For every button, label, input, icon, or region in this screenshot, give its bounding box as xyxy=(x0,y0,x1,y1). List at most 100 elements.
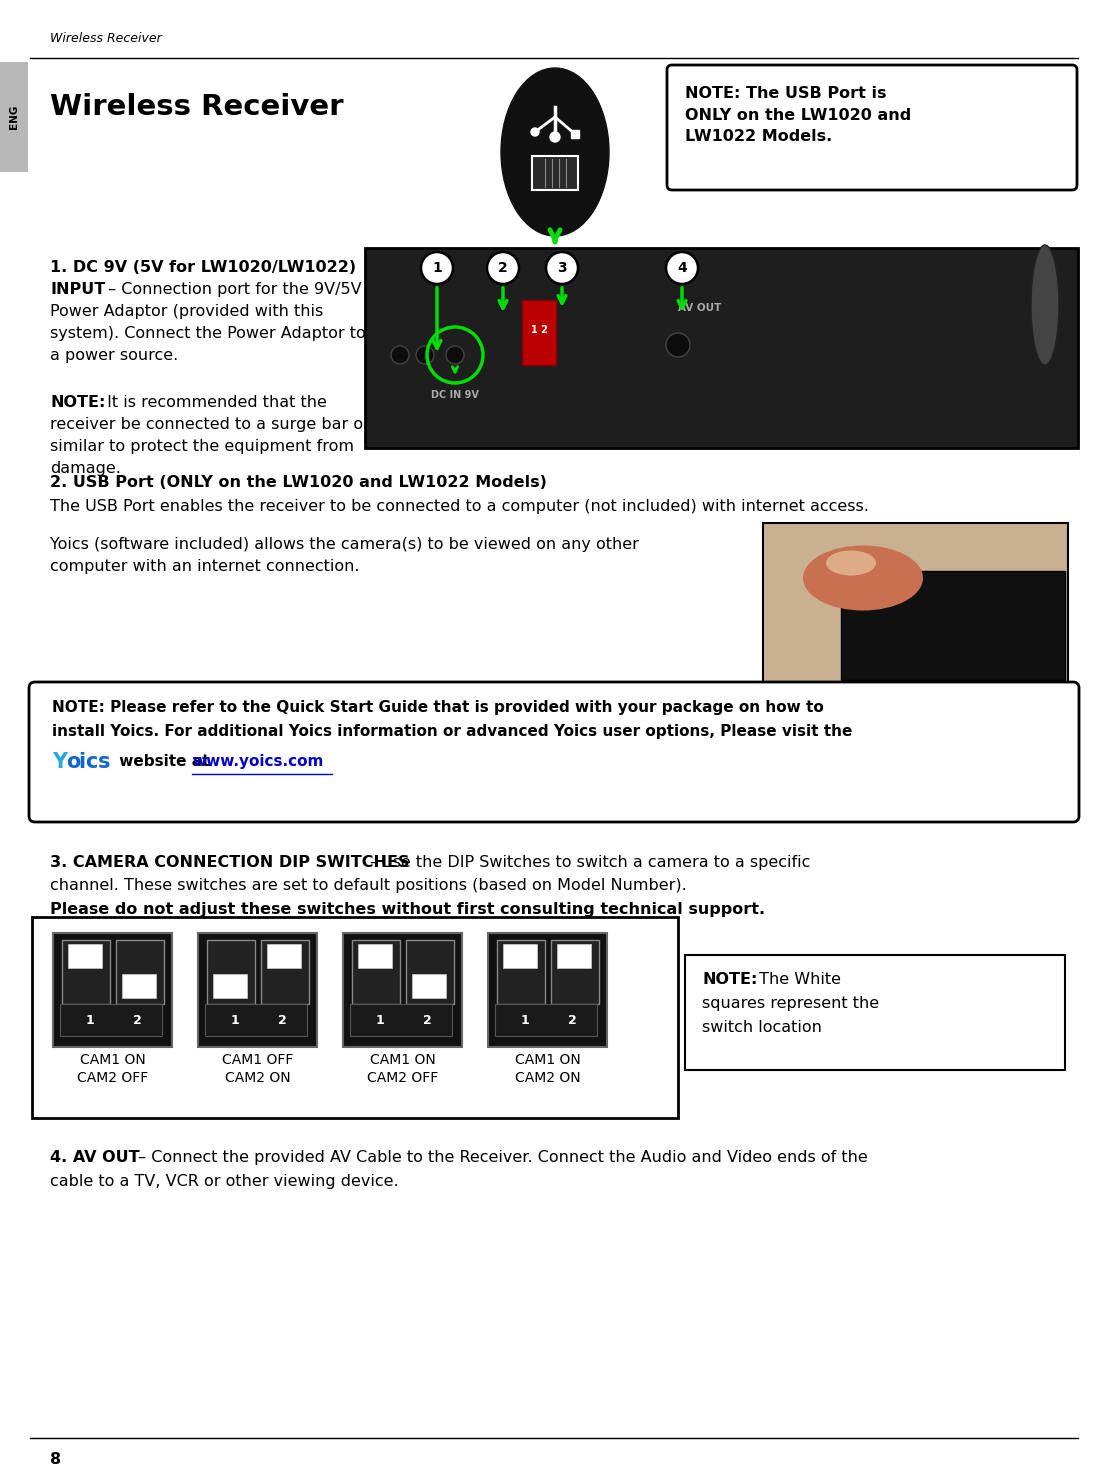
Text: Yoics (software included) allows the camera(s) to be viewed on any other: Yoics (software included) allows the cam… xyxy=(50,537,639,551)
Text: NOTE:: NOTE: xyxy=(50,395,105,410)
Text: 4: 4 xyxy=(677,261,687,276)
FancyBboxPatch shape xyxy=(497,940,545,1004)
Text: DC IN 9V: DC IN 9V xyxy=(431,391,479,399)
FancyBboxPatch shape xyxy=(350,1004,452,1036)
Text: 2: 2 xyxy=(422,1014,431,1026)
FancyBboxPatch shape xyxy=(53,933,172,1047)
Ellipse shape xyxy=(825,550,876,575)
Ellipse shape xyxy=(501,68,609,236)
FancyBboxPatch shape xyxy=(522,301,556,366)
Text: a power source.: a power source. xyxy=(50,348,178,363)
Ellipse shape xyxy=(803,545,923,610)
FancyBboxPatch shape xyxy=(261,940,309,1004)
Text: CAM1 ON
CAM2 ON: CAM1 ON CAM2 ON xyxy=(514,1052,581,1085)
Text: channel. These switches are set to default positions (based on Model Number).: channel. These switches are set to defau… xyxy=(50,879,687,893)
FancyBboxPatch shape xyxy=(406,940,454,1004)
FancyBboxPatch shape xyxy=(412,974,447,998)
Text: 1: 1 xyxy=(521,1014,530,1026)
FancyBboxPatch shape xyxy=(551,940,599,1004)
Text: NOTE:: NOTE: xyxy=(702,971,758,988)
Text: ENG: ENG xyxy=(9,105,19,130)
FancyBboxPatch shape xyxy=(207,940,255,1004)
Text: switch location: switch location xyxy=(702,1020,822,1035)
Circle shape xyxy=(391,346,409,364)
FancyBboxPatch shape xyxy=(503,943,537,968)
Text: s: s xyxy=(98,752,111,772)
Circle shape xyxy=(416,346,434,364)
Text: CAM1 OFF
CAM2 ON: CAM1 OFF CAM2 ON xyxy=(222,1052,294,1085)
Text: www.yoics.com: www.yoics.com xyxy=(192,755,324,769)
Text: 1. DC 9V (5V for LW1020/LW1022): 1. DC 9V (5V for LW1020/LW1022) xyxy=(50,259,356,276)
FancyBboxPatch shape xyxy=(532,156,578,190)
Text: website at: website at xyxy=(114,755,215,769)
Text: 1: 1 xyxy=(376,1014,384,1026)
FancyBboxPatch shape xyxy=(122,974,156,998)
FancyBboxPatch shape xyxy=(365,248,1078,448)
Text: 3: 3 xyxy=(557,261,567,276)
Ellipse shape xyxy=(1032,245,1059,366)
FancyBboxPatch shape xyxy=(495,1004,597,1036)
Text: CAM1 ON
CAM2 OFF: CAM1 ON CAM2 OFF xyxy=(76,1052,148,1085)
Text: system). Connect the Power Adaptor to: system). Connect the Power Adaptor to xyxy=(50,326,366,340)
Text: NOTE: The USB Port is
ONLY on the LW1020 and
LW1022 Models.: NOTE: The USB Port is ONLY on the LW1020… xyxy=(685,85,911,144)
FancyBboxPatch shape xyxy=(60,1004,162,1036)
FancyBboxPatch shape xyxy=(116,940,164,1004)
Text: 2: 2 xyxy=(499,261,507,276)
Text: cable to a TV, VCR or other viewing device.: cable to a TV, VCR or other viewing devi… xyxy=(50,1173,399,1190)
FancyBboxPatch shape xyxy=(343,933,462,1047)
Text: The USB Port enables the receiver to be connected to a computer (not included) w: The USB Port enables the receiver to be … xyxy=(50,500,869,514)
Text: Wireless Receiver: Wireless Receiver xyxy=(50,93,343,121)
Text: 8: 8 xyxy=(50,1452,61,1468)
Text: i: i xyxy=(78,752,85,772)
Circle shape xyxy=(546,252,578,284)
Circle shape xyxy=(421,252,453,284)
Text: 3. CAMERA CONNECTION DIP SWITCHES: 3. CAMERA CONNECTION DIP SWITCHES xyxy=(50,855,410,870)
Text: 1: 1 xyxy=(85,1014,94,1026)
Circle shape xyxy=(531,128,538,136)
Text: - Use the DIP Switches to switch a camera to a specific: - Use the DIP Switches to switch a camer… xyxy=(365,855,810,870)
FancyBboxPatch shape xyxy=(763,523,1068,682)
FancyBboxPatch shape xyxy=(0,62,28,172)
Text: Y: Y xyxy=(52,752,68,772)
Circle shape xyxy=(666,333,690,357)
Circle shape xyxy=(666,252,698,284)
Text: similar to protect the equipment from: similar to protect the equipment from xyxy=(50,439,353,454)
FancyBboxPatch shape xyxy=(213,974,247,998)
FancyBboxPatch shape xyxy=(198,933,317,1047)
Text: o: o xyxy=(66,752,81,772)
Text: damage.: damage. xyxy=(50,461,121,476)
Text: squares represent the: squares represent the xyxy=(702,996,879,1011)
Text: 1 2: 1 2 xyxy=(531,324,547,335)
Text: – Connect the provided AV Cable to the Receiver. Connect the Audio and Video end: – Connect the provided AV Cable to the R… xyxy=(133,1150,868,1164)
Text: 1: 1 xyxy=(432,261,442,276)
Text: NOTE: Please refer to the Quick Start Guide that is provided with your package o: NOTE: Please refer to the Quick Start Gu… xyxy=(52,700,823,715)
FancyBboxPatch shape xyxy=(488,933,607,1047)
Text: Wireless Receiver: Wireless Receiver xyxy=(50,31,162,44)
Circle shape xyxy=(447,346,464,364)
Text: 2. USB Port (ONLY on the LW1020 and LW1022 Models): 2. USB Port (ONLY on the LW1020 and LW10… xyxy=(50,475,547,489)
Text: 2: 2 xyxy=(278,1014,286,1026)
Text: computer with an internet connection.: computer with an internet connection. xyxy=(50,559,359,573)
Text: 2: 2 xyxy=(133,1014,142,1026)
FancyBboxPatch shape xyxy=(358,943,392,968)
FancyBboxPatch shape xyxy=(352,940,400,1004)
FancyBboxPatch shape xyxy=(32,917,678,1117)
FancyBboxPatch shape xyxy=(68,943,102,968)
FancyBboxPatch shape xyxy=(267,943,301,968)
FancyBboxPatch shape xyxy=(557,943,591,968)
Text: It is recommended that the: It is recommended that the xyxy=(102,395,327,410)
FancyBboxPatch shape xyxy=(685,955,1065,1070)
Circle shape xyxy=(550,133,560,142)
Text: 2: 2 xyxy=(567,1014,576,1026)
Text: CAM1 ON
CAM2 OFF: CAM1 ON CAM2 OFF xyxy=(367,1052,438,1085)
Text: receiver be connected to a surge bar or: receiver be connected to a surge bar or xyxy=(50,417,370,432)
Text: 1: 1 xyxy=(230,1014,239,1026)
FancyBboxPatch shape xyxy=(841,570,1065,680)
Text: The White: The White xyxy=(755,971,841,988)
Text: INPUT: INPUT xyxy=(50,282,105,296)
Text: Please do not adjust these switches without first consulting technical support.: Please do not adjust these switches with… xyxy=(50,902,766,917)
FancyBboxPatch shape xyxy=(29,682,1079,822)
Text: install Yoics. For additional Yoics information or advanced Yoics user options, : install Yoics. For additional Yoics info… xyxy=(52,724,852,738)
Circle shape xyxy=(488,252,519,284)
Text: AV OUT: AV OUT xyxy=(678,304,721,312)
